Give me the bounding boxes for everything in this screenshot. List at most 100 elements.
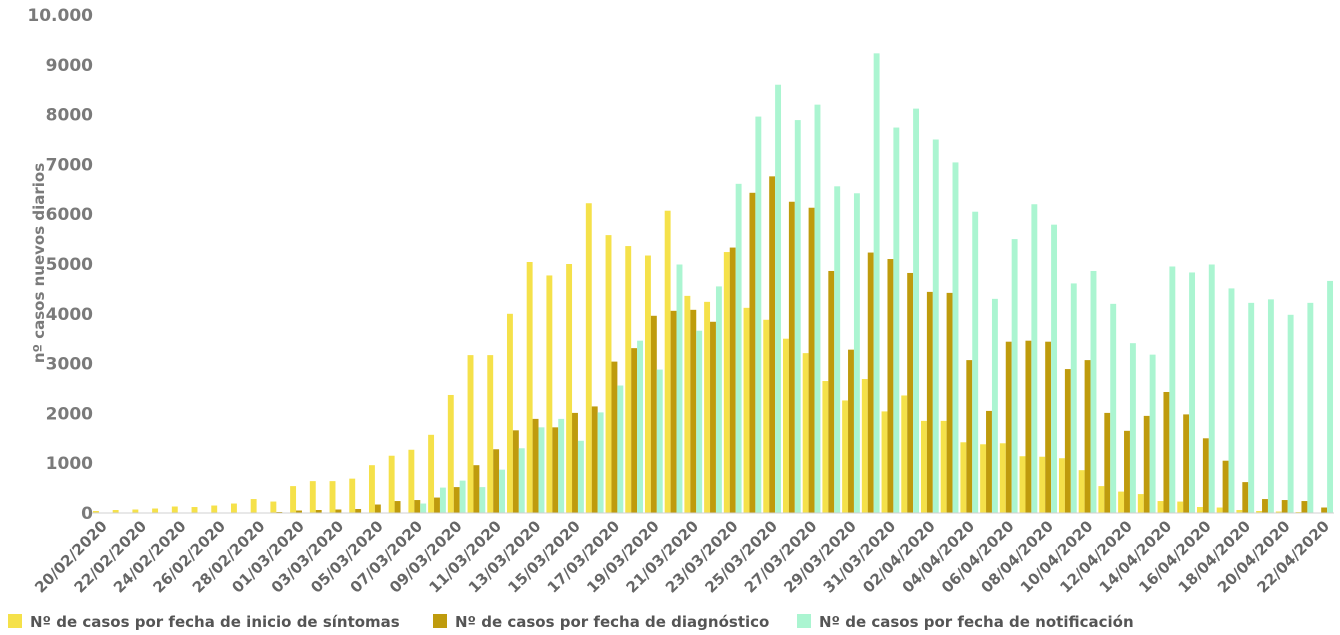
- bar-series-2: [335, 509, 342, 513]
- bar-series-1: [309, 481, 316, 513]
- bar-series-1: [1196, 507, 1203, 513]
- bar-series-1: [999, 443, 1006, 513]
- bar-series-2: [434, 497, 440, 513]
- bar-series-2: [493, 449, 500, 513]
- bar-series-1: [743, 307, 750, 513]
- bar-series-3: [1011, 239, 1018, 513]
- bar-series-1: [842, 400, 849, 513]
- bar-series-3: [1090, 270, 1097, 513]
- bar-series-1: [171, 506, 178, 513]
- bar-series-1: [704, 301, 711, 513]
- bar-series-2: [690, 309, 697, 513]
- bar-series-2: [710, 321, 716, 513]
- bar-series-1: [506, 313, 513, 513]
- bar-series-3: [1228, 288, 1235, 513]
- y-axis: 0 1000 2000 3000 4000 5000 6000 7000 8000 9000 10.…: [27, 6, 93, 524]
- bar-series-3: [873, 53, 880, 513]
- bar-series-2: [670, 310, 677, 513]
- bar-series-2: [315, 510, 322, 513]
- bar-series-3: [420, 503, 427, 513]
- bar-series-1: [1078, 470, 1085, 513]
- bar-series-3: [853, 193, 860, 513]
- bar-series-2: [532, 418, 539, 513]
- bar-series-1: [723, 252, 730, 514]
- bar-series-1: [270, 501, 277, 513]
- bar-series-3: [597, 412, 604, 513]
- bar-series-2: [1045, 341, 1052, 513]
- bar-series-1: [881, 411, 888, 513]
- bar-series-3: [1327, 280, 1334, 513]
- bar-series-1: [1098, 486, 1105, 513]
- bar-series-3: [1248, 302, 1255, 513]
- bar-series-3: [893, 127, 900, 514]
- bar-series-1: [329, 481, 336, 513]
- bar-series-1: [1256, 511, 1263, 513]
- y-tick-label: 10.000: [27, 6, 93, 26]
- bar-series-1: [428, 434, 435, 513]
- bar-series-1: [1157, 501, 1164, 513]
- bar-series-2: [1301, 501, 1308, 513]
- legend-label-2: Nº de casos por fecha de diagnóstico: [455, 613, 769, 631]
- bar-series-2: [296, 510, 302, 513]
- bar-series-1: [230, 503, 237, 513]
- bar-series-2: [788, 201, 795, 513]
- bar-series-1: [408, 449, 415, 513]
- bar-series-1: [763, 319, 770, 513]
- bar-series-2: [591, 406, 598, 513]
- bar-series-1: [211, 505, 218, 513]
- bar-series-1: [625, 246, 632, 513]
- bar-series-1: [467, 355, 474, 513]
- y-tick-label: 5000: [46, 255, 93, 275]
- bar-series-3: [1051, 224, 1058, 513]
- bar-series-2: [1262, 499, 1268, 513]
- bar-series-1: [447, 394, 454, 513]
- bar-series-1: [664, 210, 671, 513]
- bar-series-1: [112, 510, 119, 513]
- bar-series-2: [1321, 507, 1328, 513]
- legend-label-1: Nº de casos por fecha de inicio de sínto…: [30, 613, 400, 631]
- bar-series-2: [394, 501, 401, 513]
- bar-series-3: [1307, 302, 1314, 513]
- bar-series-2: [650, 315, 657, 513]
- bar-series-1: [487, 355, 494, 513]
- bar-series-3: [538, 427, 545, 513]
- bar-series-3: [459, 480, 466, 513]
- bar-series-3: [1110, 303, 1117, 513]
- bar-series-2: [1104, 412, 1111, 513]
- bar-series-2: [1143, 415, 1150, 513]
- bar-series-2: [1005, 341, 1012, 513]
- bar-series-1: [1118, 491, 1125, 513]
- bar-series-1: [644, 255, 651, 513]
- y-tick-label: 0: [81, 504, 93, 524]
- bar-series-3: [518, 448, 525, 513]
- bar-series-2: [1064, 369, 1071, 513]
- bar-series-1: [546, 275, 553, 513]
- bar-series-1: [526, 262, 533, 513]
- bar-series-2: [907, 272, 914, 513]
- bar-series-3: [1149, 354, 1156, 513]
- bar-series-2: [512, 430, 519, 513]
- bar-series-2: [946, 292, 953, 513]
- bar-series-3: [439, 487, 446, 513]
- bar-series-2: [808, 207, 815, 514]
- bar-series-1: [901, 395, 908, 513]
- legend-swatch-3: [797, 614, 811, 628]
- bar-series-1: [1177, 501, 1184, 513]
- bar-series-1: [566, 264, 573, 513]
- bar-series-3: [558, 418, 565, 513]
- bar-series-2: [966, 360, 973, 513]
- bar-series-2: [1084, 360, 1091, 513]
- bar-series-3: [479, 487, 486, 513]
- bar-series-2: [631, 348, 638, 513]
- bar-series-3: [1070, 283, 1077, 513]
- x-axis: 20/02/202022/02/202024/02/202026/02/2020…: [31, 517, 1333, 597]
- y-tick-label: 4000: [46, 305, 93, 325]
- bar-series-3: [499, 469, 506, 513]
- bar-series-3: [1189, 272, 1196, 513]
- bar-series-2: [1202, 438, 1209, 513]
- bar-series-1: [132, 509, 139, 513]
- bar-series-1: [152, 508, 159, 513]
- bar-series-2: [769, 176, 776, 513]
- bar-series-3: [814, 104, 821, 513]
